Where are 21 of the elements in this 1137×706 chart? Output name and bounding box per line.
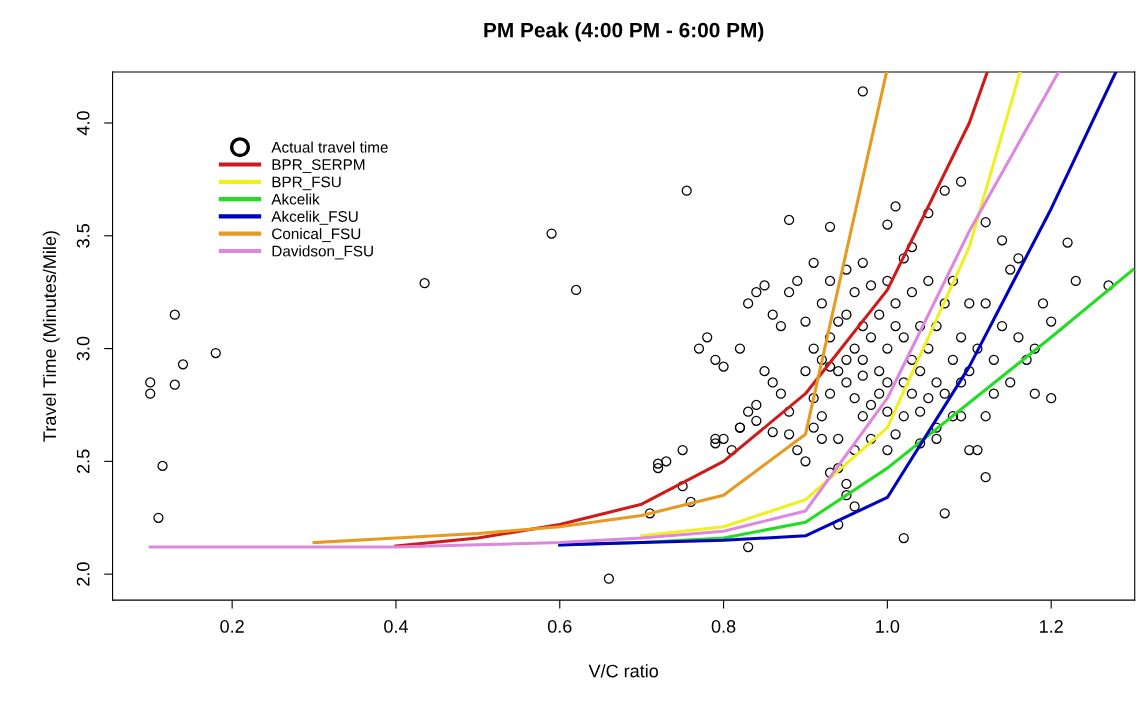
x-tick-label: 1.0 (876, 620, 900, 633)
legend-label: BPR_SERPM (272, 159, 365, 173)
chart-title: PM Peak (4:00 PM - 6:00 PM) (484, 22, 764, 42)
legend-label: Davidson_FSU (272, 245, 373, 260)
legend-label: Akcelik (271, 193, 320, 205)
x-tick-label: 0.8 (711, 620, 736, 633)
y-axis-title: Travel Time (Minutes/Mile) (42, 231, 60, 442)
x-axis-title: V/C ratio (588, 664, 659, 678)
legend-label: Conical_FSU (272, 227, 361, 243)
y-tick-label: 3.5 (76, 223, 90, 248)
x-tick-label: 1.2 (1040, 620, 1063, 633)
y-tick-label: 2.0 (76, 562, 90, 586)
x-tick-label: 0.6 (547, 620, 572, 633)
legend-label: BPR_FSU (272, 176, 341, 191)
y-tick-label: 2.5 (76, 449, 90, 474)
legend-label: Akcelik_FSU (271, 210, 358, 225)
x-tick-label: 0.4 (384, 620, 408, 633)
y-tick-label: 3.0 (76, 336, 90, 361)
legend-label: Actual travel time (271, 141, 388, 153)
y-tick-label: 4.0 (76, 111, 90, 136)
x-tick-label: 0.2 (220, 620, 244, 633)
